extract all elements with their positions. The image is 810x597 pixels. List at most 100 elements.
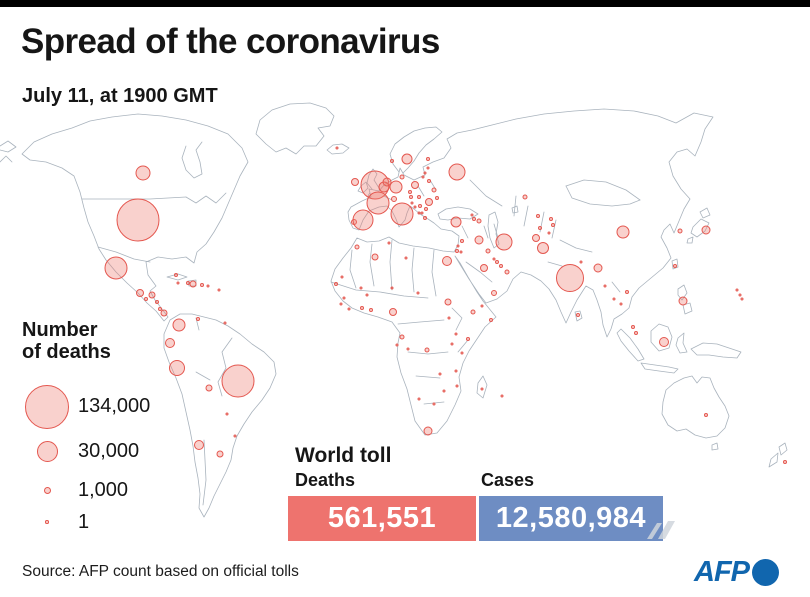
bubble-kuwait <box>485 248 491 254</box>
bubble-usa <box>116 198 160 242</box>
bubble-turkey <box>450 216 462 228</box>
bubble-djibouti <box>480 304 484 308</box>
bubble-niger <box>390 286 394 290</box>
bubble-honduras <box>148 291 156 299</box>
bubble-ecuador <box>165 338 175 348</box>
bubble-greece <box>423 216 427 220</box>
bubble-pacific-2 <box>738 293 742 297</box>
bubble-belarus <box>427 179 431 183</box>
legend-circle <box>25 384 69 429</box>
bubble-panama <box>160 309 168 317</box>
bubble-cambodia <box>619 302 623 306</box>
bubble-ghana <box>369 308 373 312</box>
bubble-mauritania <box>340 275 344 279</box>
bubble-haiti <box>186 281 190 285</box>
bubble-czechia <box>408 190 412 194</box>
bubble-serbia <box>418 204 422 208</box>
bubble-russia-east <box>522 194 528 200</box>
cases-value: 12,580,984 <box>495 502 647 534</box>
bubble-russia <box>448 163 466 181</box>
legend-row: 1,000 <box>22 473 192 507</box>
legend-row: 1 <box>22 507 192 537</box>
bubble-dominican-republic <box>189 280 197 288</box>
bubble-madagascar <box>480 387 484 391</box>
bubble-bangladesh <box>593 263 603 273</box>
legend-title: Number of deaths <box>22 319 111 363</box>
bubble-dr-congo <box>424 347 430 353</box>
bubble-latvia <box>423 171 427 175</box>
legend: 134,000 30,000 1,000 1 <box>22 383 192 537</box>
bubble-argentina <box>216 450 224 458</box>
bubble-rwanda <box>450 342 454 346</box>
bubble-australia <box>704 413 708 417</box>
bubble-bahrain <box>492 257 496 261</box>
bubble-tanzania <box>460 351 464 355</box>
afp-globe-icon <box>752 559 779 586</box>
bubble-brazil <box>221 364 255 398</box>
bubble-bosnia <box>413 205 417 209</box>
bubble-senegal <box>334 282 338 286</box>
bubble-netherlands <box>382 177 392 187</box>
legend-row: 134,000 <box>22 383 192 430</box>
bubble-namibia <box>417 397 421 401</box>
bubble-saudi-arabia <box>480 264 488 272</box>
bubble-kazakhstan-1 <box>536 214 540 218</box>
bubble-myanmar <box>603 284 607 288</box>
bubble-burkina-faso <box>365 293 369 297</box>
bubble-jamaica <box>176 281 180 285</box>
bubbles-layer <box>104 146 787 464</box>
bubble-sudan <box>444 298 452 306</box>
bubble-kazakhstan-2 <box>549 217 553 221</box>
bubble-japan <box>701 225 711 235</box>
bubble-somalia <box>489 318 493 322</box>
cases-value-box: 12,580,984 <box>479 496 663 541</box>
bubble-denmark <box>399 174 405 180</box>
bubble-singapore <box>634 331 638 335</box>
bubble-indonesia <box>659 337 669 347</box>
bubble-antilles-2 <box>217 288 221 292</box>
bubble-germany <box>389 180 403 194</box>
bubble-paraguay <box>225 412 229 416</box>
bubble-bulgaria <box>424 207 428 211</box>
bubble-cuba <box>174 273 178 277</box>
bubble-el-salvador <box>144 297 148 301</box>
map-outlines <box>0 102 788 518</box>
bubble-mali <box>359 286 363 290</box>
bubble-iraq <box>474 235 484 245</box>
legend-circle <box>45 520 49 524</box>
bubble-gabon <box>395 343 399 347</box>
bubble-tajikistan <box>547 231 551 235</box>
bubble-peru <box>169 360 185 376</box>
bubble-afghanistan <box>532 234 540 242</box>
bubble-thailand <box>612 297 616 301</box>
legend-label: 30,000 <box>78 440 140 462</box>
bubble-zimbabwe <box>442 389 446 393</box>
deaths-value-box: 561,551 <box>288 496 476 541</box>
bubble-congo <box>406 347 410 351</box>
bubble-syria <box>460 239 464 243</box>
bubble-sierra-leone <box>339 302 343 306</box>
bubble-cameroon <box>399 334 405 340</box>
bubble-austria <box>409 195 413 199</box>
bubble-pakistan <box>537 242 549 254</box>
bubble-france <box>366 191 390 215</box>
bubble-poland <box>411 181 419 189</box>
legend-label: 134,000 <box>78 395 151 417</box>
bubble-spain <box>352 209 374 231</box>
bubble-libya <box>404 256 408 260</box>
bubble-nigeria <box>389 308 397 316</box>
bubble-algeria <box>371 253 379 261</box>
bubble-sri-lanka <box>576 313 580 317</box>
bubble-nicaragua <box>155 300 159 304</box>
bubble-pacific-3 <box>740 297 744 301</box>
bubble-lithuania <box>421 175 425 179</box>
bubble-north-macedonia <box>420 211 424 215</box>
bubble-switzerland <box>391 196 397 202</box>
bubble-croatia <box>410 201 414 205</box>
bubble-uae <box>499 264 503 268</box>
bubble-finland <box>426 157 430 161</box>
bubble-mexico <box>104 256 128 280</box>
bubble-italy <box>390 202 414 226</box>
